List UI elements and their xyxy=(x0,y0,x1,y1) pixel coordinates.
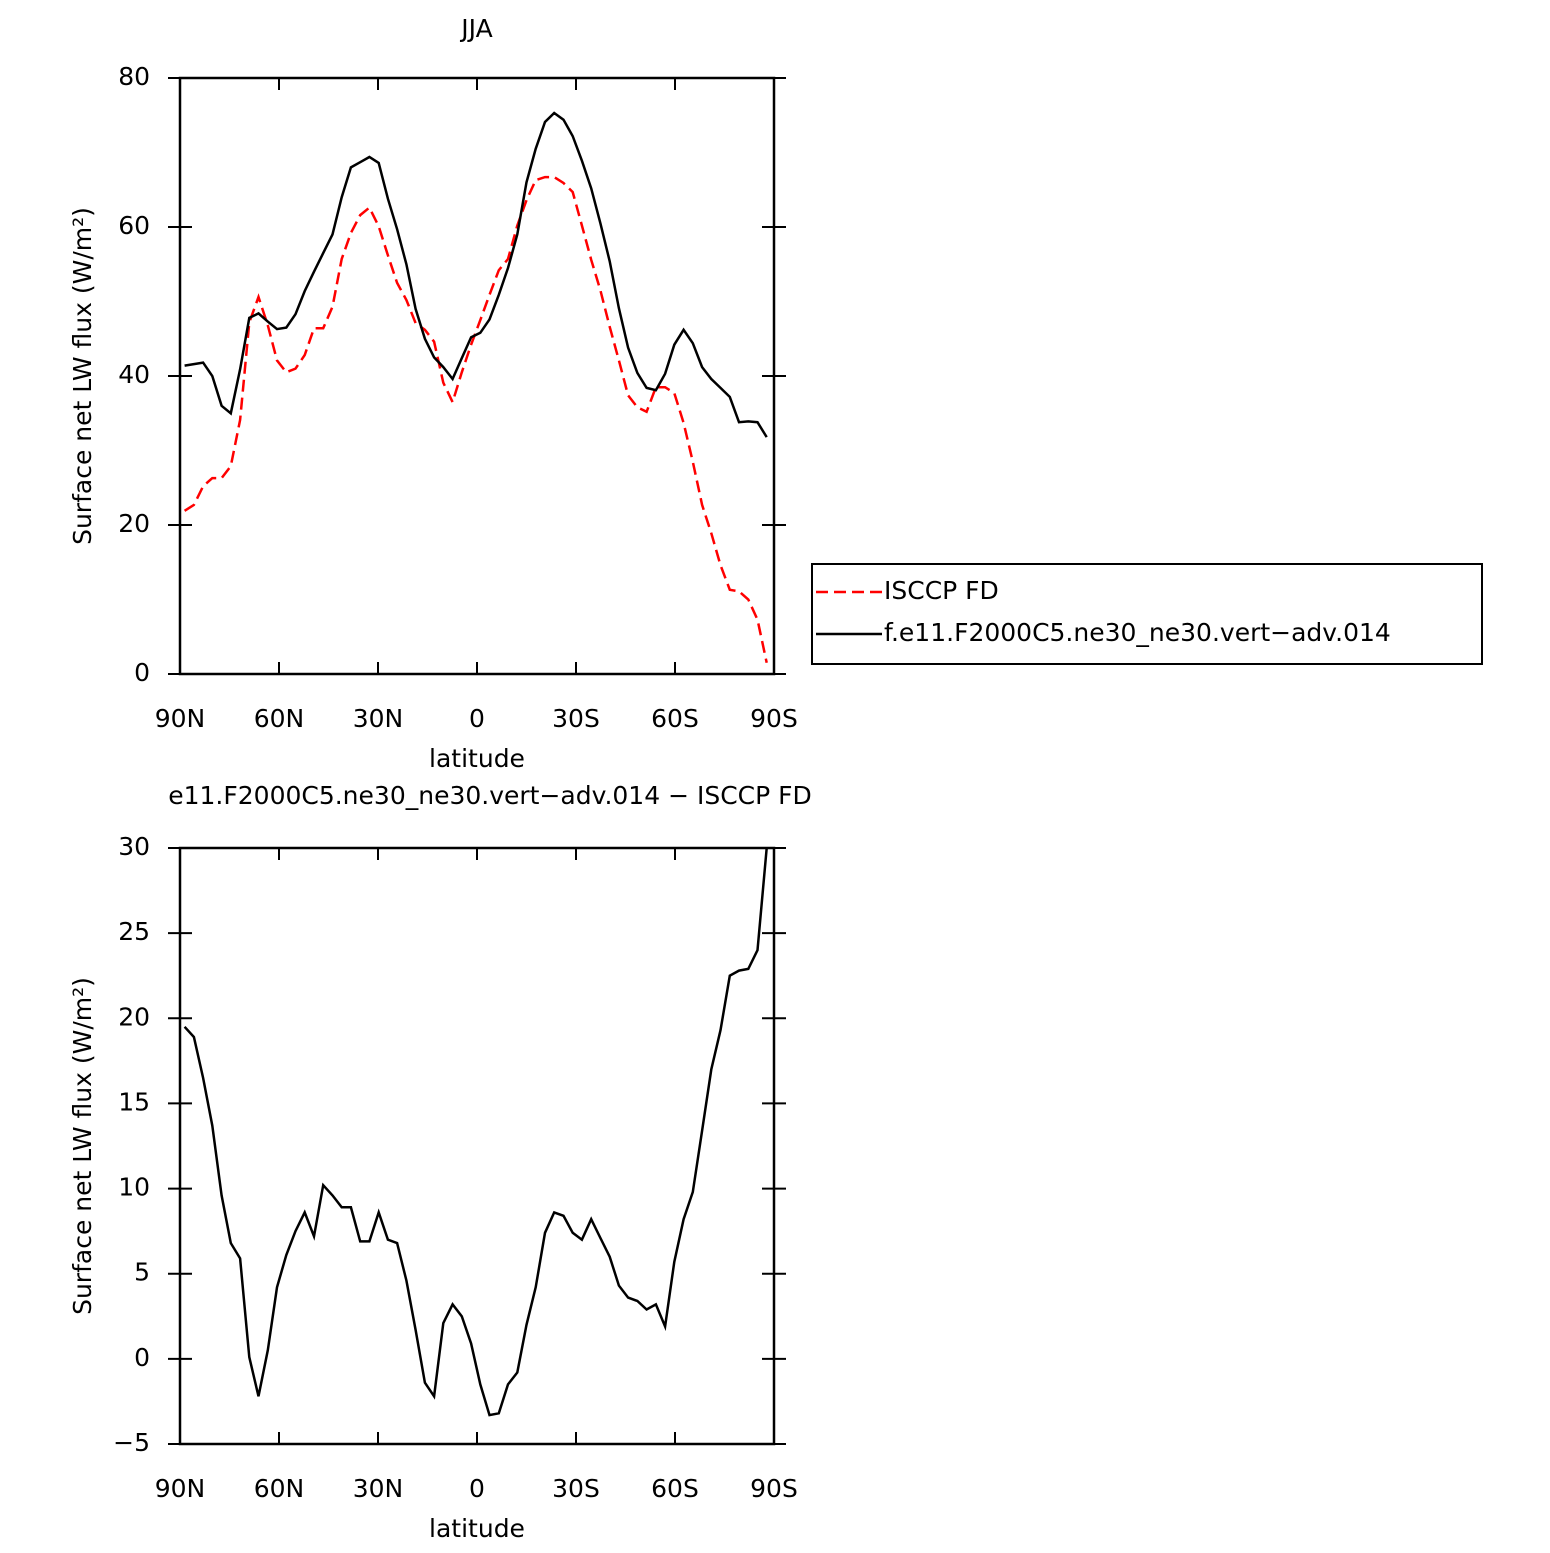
y-tick-label: 40 xyxy=(118,360,150,389)
x-axis-label: latitude xyxy=(429,1514,525,1543)
y-tick-label: 30 xyxy=(118,832,150,861)
plot-frame xyxy=(178,76,776,676)
legend-box xyxy=(811,563,1483,665)
x-tick-label: 30N xyxy=(353,704,404,733)
y-axis-label: Surface net LW flux (W/m²) xyxy=(68,977,97,1315)
legend-label: ISCCP FD xyxy=(884,576,999,605)
y-axis-label: Surface net LW flux (W/m²) xyxy=(68,207,97,545)
x-tick-label: 90S xyxy=(750,1474,798,1503)
x-tick-label: 90N xyxy=(155,704,206,733)
x-tick-label: 60S xyxy=(651,1474,699,1503)
y-tick-label: 5 xyxy=(134,1258,150,1287)
y-tick-label: 10 xyxy=(118,1173,150,1202)
legend-label: f.e11.F2000C5.ne30_ne30.vert−adv.014 xyxy=(884,618,1391,647)
x-tick-label: 0 xyxy=(469,1474,485,1503)
plot-frame xyxy=(178,846,776,1446)
x-tick-label: 60N xyxy=(254,704,305,733)
data-line xyxy=(183,847,768,1417)
y-tick-label: 15 xyxy=(118,1087,150,1116)
y-tick-label: 0 xyxy=(134,1343,150,1372)
y-tick-label: 60 xyxy=(118,211,150,240)
x-tick-label: 30S xyxy=(552,704,600,733)
x-tick-label: 0 xyxy=(469,704,485,733)
y-tick-label: 80 xyxy=(118,62,150,91)
data-line xyxy=(184,111,768,438)
x-tick-label: 60S xyxy=(651,704,699,733)
x-tick-label: 90S xyxy=(750,704,798,733)
chart-title: e11.F2000C5.ne30_ne30.vert−adv.014 − ISC… xyxy=(168,781,812,810)
x-axis-label: latitude xyxy=(429,744,525,773)
chart-title: JJA xyxy=(459,14,492,43)
x-tick-label: 90N xyxy=(155,1474,206,1503)
y-tick-label: 25 xyxy=(118,917,150,946)
data-line xyxy=(183,175,768,664)
x-tick-label: 30S xyxy=(552,1474,600,1503)
x-tick-label: 60N xyxy=(254,1474,305,1503)
x-tick-label: 30N xyxy=(353,1474,404,1503)
y-tick-label: 0 xyxy=(134,658,150,687)
y-tick-label: −5 xyxy=(113,1428,150,1457)
y-tick-label: 20 xyxy=(118,509,150,538)
y-tick-label: 20 xyxy=(118,1002,150,1031)
